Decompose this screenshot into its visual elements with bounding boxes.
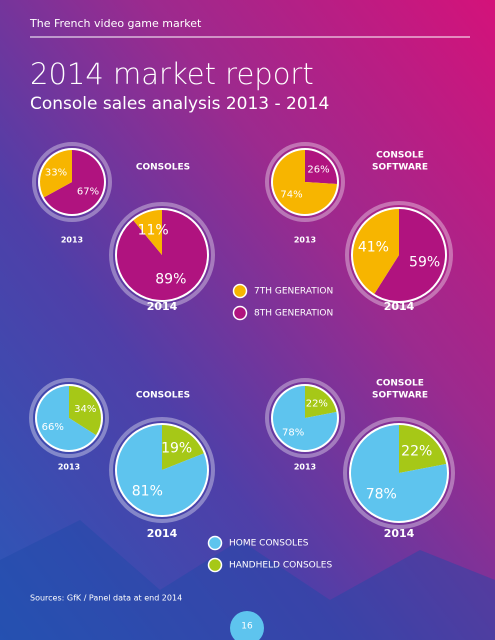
header: The French video game market [29, 17, 202, 30]
data-label: 78% [366, 486, 397, 502]
pie-slice [162, 425, 204, 470]
data-label: 19% [161, 440, 192, 456]
pie-glow [29, 378, 109, 458]
data-label: 22% [401, 444, 432, 460]
legend-label: HOME CONSOLES [229, 539, 309, 549]
legend-label: 8TH GENERATION [254, 309, 333, 319]
pie-slice [117, 425, 207, 515]
subtitle: Console sales analysis 2013 - 2014 [30, 94, 329, 114]
pie-glow [109, 202, 215, 308]
legend-label: HANDHELD CONSOLES [229, 561, 332, 571]
pie-glow [265, 378, 345, 458]
pie-slice [351, 425, 447, 522]
data-label: 59% [409, 254, 440, 270]
data-label: 66% [42, 422, 64, 433]
pie-slice [353, 209, 399, 294]
data-label: 11% [138, 222, 169, 238]
data-label: 78% [282, 427, 304, 438]
data-label: 81% [132, 484, 163, 500]
pie-slice [399, 425, 447, 473]
pie-year: 2014 [147, 300, 178, 313]
pie-glow [265, 142, 345, 222]
pie-slice [133, 210, 162, 255]
section-title: CONSOLE [376, 379, 424, 389]
section-title: CONSOLE [376, 151, 424, 161]
data-label: 74% [280, 190, 302, 201]
pie-slice [305, 150, 338, 185]
pie-year: 2013 [58, 463, 80, 472]
pie-year: 2014 [147, 527, 178, 540]
data-label: 67% [77, 186, 99, 197]
pie-year: 2013 [61, 236, 83, 245]
pie-glow [109, 417, 215, 523]
data-label: 41% [358, 240, 389, 256]
legend-label: 7TH GENERATION [254, 287, 333, 297]
data-label: 33% [45, 168, 67, 179]
data-label: 26% [307, 164, 329, 175]
title: 2014 market report [30, 57, 314, 91]
data-label: 89% [155, 272, 186, 288]
pie-glow [32, 142, 112, 222]
source: Sources: GfK / Panel data at end 2014 [30, 594, 182, 603]
page-number: 16 [241, 622, 253, 632]
pie-slice [305, 386, 337, 418]
legend-swatch [207, 535, 223, 551]
decor [0, 520, 495, 640]
legend-swatch [207, 557, 223, 573]
pie-slice [39, 150, 72, 198]
pie-slice [36, 386, 97, 451]
data-label: 22% [306, 399, 328, 410]
pie-slice [69, 386, 101, 436]
section-title: SOFTWARE [372, 163, 428, 173]
pie-slice [116, 210, 207, 300]
pie-slice [374, 209, 446, 302]
section-title: CONSOLES [136, 163, 190, 173]
section-title: CONSOLES [136, 391, 190, 401]
data-label: 34% [74, 404, 96, 415]
pie-glow [345, 201, 453, 309]
pie-slice [273, 386, 338, 451]
legend-swatch [232, 305, 248, 321]
page-badge [230, 611, 264, 640]
section-title: SOFTWARE [372, 391, 428, 401]
pie-year: 2014 [384, 527, 415, 540]
pie-year: 2013 [294, 236, 316, 245]
pie-glow [343, 417, 455, 529]
pie-year: 2013 [294, 463, 316, 472]
pie-slice [273, 150, 337, 214]
legend-swatch [232, 283, 248, 299]
pie-slice [43, 150, 104, 214]
pie-year: 2014 [384, 300, 415, 313]
